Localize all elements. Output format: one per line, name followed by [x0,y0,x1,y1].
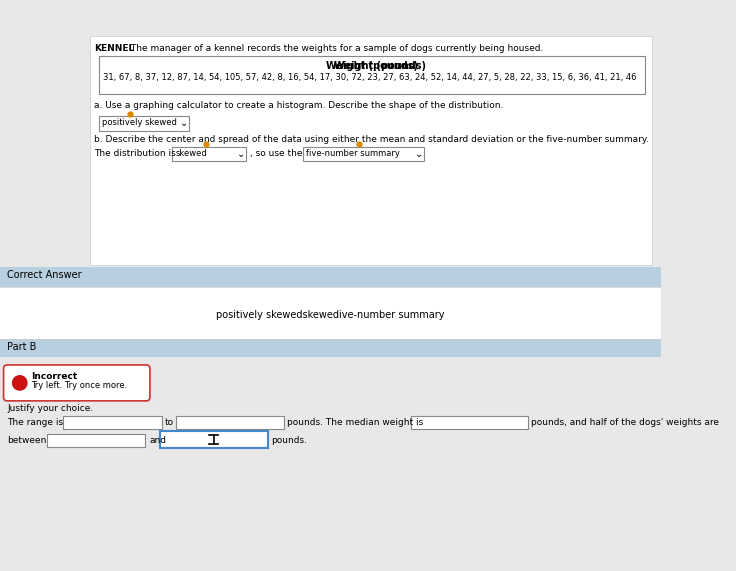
Bar [172,147,246,161]
Bar [90,37,652,266]
Text: The distribution is: The distribution is [94,148,176,158]
Text: 31, 67, 8, 37, 12, 87, 14, 54, 105, 57, 42, 8, 16, 54, 17, 30, 72, 23, 27, 63, 2: 31, 67, 8, 37, 12, 87, 14, 54, 105, 57, … [103,73,637,82]
Bar [160,431,267,448]
Bar [0,267,661,287]
Text: skewed: skewed [176,148,208,158]
Bar [411,416,528,429]
Text: KENNEL: KENNEL [94,43,135,53]
Text: pounds, and half of the dogs' weights are: pounds, and half of the dogs' weights ar… [531,418,720,427]
Bar [63,416,162,429]
Text: Correct Answer: Correct Answer [7,270,82,280]
Bar [0,287,661,339]
Circle shape [13,376,27,390]
Text: Justify your choice.: Justify your choice. [7,404,93,413]
Text: positively skewedskewedive-number summary: positively skewedskewedive-number summar… [216,310,445,320]
Text: ⌄: ⌄ [180,118,188,128]
Text: a. Use a graphing calculator to create a histogram. Describe the shape of the di: a. Use a graphing calculator to create a… [94,101,503,110]
Text: ⌄: ⌄ [237,148,245,159]
Text: The manager of a kennel records the weights for a sample of dogs currently being: The manager of a kennel records the weig… [128,43,544,53]
FancyBboxPatch shape [4,365,150,401]
Text: Weight (pounds): Weight (pounds) [333,61,425,71]
Bar [302,147,424,161]
Text: Part B: Part B [7,341,37,352]
Bar [0,339,661,357]
Text: between: between [7,436,46,445]
Text: ⌄: ⌄ [415,148,423,159]
Bar [46,434,146,447]
Text: The range is: The range is [7,418,63,427]
Text: pounds. The median weight is: pounds. The median weight is [287,418,423,427]
Bar [99,56,645,94]
Text: b. Describe the center and spread of the data using either the mean and standard: b. Describe the center and spread of the… [94,135,649,144]
Text: Weight (pounds): Weight (pounds) [325,61,417,71]
Text: five-number summary: five-number summary [306,148,400,158]
Text: and: and [149,436,166,445]
Text: pounds.: pounds. [271,436,307,445]
Bar [176,416,283,429]
Text: positively skewed: positively skewed [102,118,177,127]
Text: to: to [165,418,174,427]
Text: Incorrect: Incorrect [32,372,78,381]
Bar [99,116,188,131]
Text: Try left. Try once more.: Try left. Try once more. [32,381,127,390]
Text: , so use the: , so use the [250,148,302,158]
Bar [0,357,661,542]
